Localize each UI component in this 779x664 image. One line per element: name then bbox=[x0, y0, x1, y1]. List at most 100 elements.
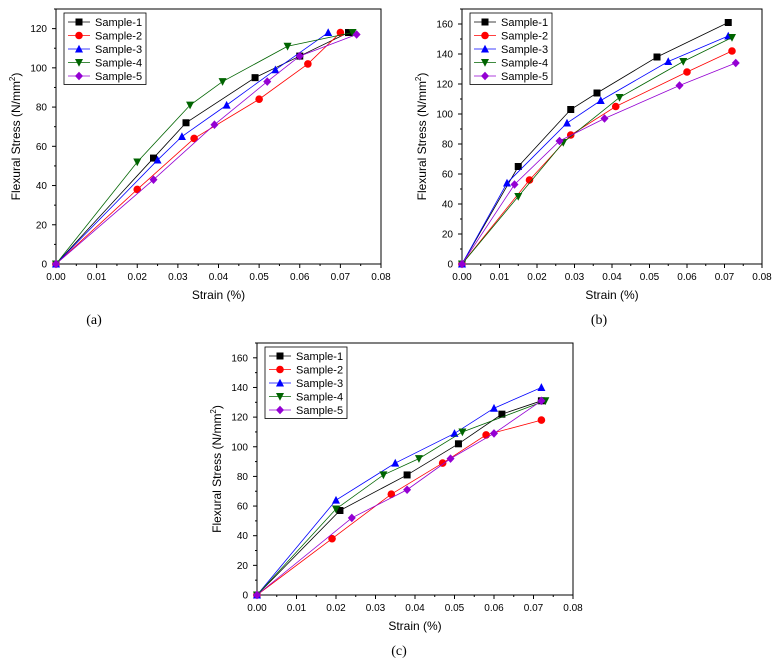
legend-item: Sample-3 bbox=[474, 44, 548, 56]
x-tick-label: 0.04 bbox=[405, 603, 425, 614]
x-tick-label: 0.08 bbox=[563, 603, 583, 614]
x-tick-label: 0.07 bbox=[331, 272, 351, 283]
legend-label: Sample-2 bbox=[95, 31, 142, 43]
data-point bbox=[615, 94, 624, 102]
data-point bbox=[510, 180, 519, 189]
data-point bbox=[555, 136, 564, 146]
chart-a: 0.00 0.01 0.02 0.03 0.04 0.05 0.06 0.07 0.08 0 20 4… bbox=[8, 8, 391, 328]
series-sample-4 bbox=[52, 29, 357, 269]
legend-marker bbox=[481, 71, 489, 81]
y-tick-label: 20 bbox=[36, 220, 48, 231]
series-sample-4 bbox=[253, 397, 550, 600]
data-point bbox=[347, 513, 356, 523]
data-point bbox=[387, 490, 396, 499]
y-tick-label: 60 bbox=[442, 170, 454, 181]
y-tick-label: 0 bbox=[447, 260, 453, 271]
y-tick-label: 80 bbox=[237, 472, 249, 483]
y-axis-label: Flexural Stress (N/mm2) bbox=[209, 405, 224, 533]
data-point bbox=[182, 119, 190, 127]
y-tick-label: 100 bbox=[231, 442, 248, 453]
series-line bbox=[461, 37, 733, 265]
legend-item: Sample-2 bbox=[68, 31, 142, 43]
data-point bbox=[263, 77, 272, 86]
data-point bbox=[563, 118, 571, 127]
data-point bbox=[150, 154, 157, 162]
series-line bbox=[256, 400, 542, 596]
panel-caption: (b) bbox=[591, 313, 608, 328]
legend-marker bbox=[276, 378, 284, 387]
legend-marker bbox=[75, 44, 83, 53]
y-tick-label: 160 bbox=[436, 20, 453, 31]
data-point bbox=[446, 454, 455, 463]
legend-marker bbox=[75, 59, 83, 67]
label-rest: ) bbox=[210, 405, 224, 409]
legend-marker bbox=[481, 59, 489, 67]
data-point bbox=[403, 471, 411, 479]
y-axis-label: Flexural Stress (N/mm2) bbox=[414, 73, 429, 201]
data-point bbox=[611, 102, 620, 111]
x-tick-label: 0.03 bbox=[168, 272, 188, 283]
x-tick-label: 0.07 bbox=[524, 603, 544, 614]
data-point bbox=[514, 163, 522, 170]
data-point bbox=[537, 396, 546, 406]
legend-item: Sample-4 bbox=[269, 392, 343, 404]
x-tick-label: 0.02 bbox=[128, 272, 148, 283]
x-tick-label: 0.00 bbox=[247, 603, 267, 614]
legend-item: Sample-5 bbox=[269, 405, 343, 417]
data-point bbox=[498, 410, 506, 418]
legend-item: Sample-1 bbox=[269, 351, 343, 363]
legend-item: Sample-3 bbox=[269, 378, 343, 390]
legend-label: Sample-5 bbox=[501, 71, 548, 83]
data-point bbox=[295, 51, 304, 61]
series-line bbox=[55, 34, 357, 265]
data-point bbox=[454, 440, 462, 448]
legend-marker bbox=[481, 31, 489, 40]
legend-item: Sample-5 bbox=[68, 71, 142, 83]
data-point bbox=[348, 29, 357, 37]
y-tick-label: 140 bbox=[231, 383, 248, 394]
data-point bbox=[255, 95, 263, 104]
series-sample-1 bbox=[253, 397, 545, 599]
data-point bbox=[218, 78, 227, 86]
series-line bbox=[256, 400, 542, 596]
data-point bbox=[304, 60, 312, 68]
data-point bbox=[593, 89, 601, 97]
series-line bbox=[256, 419, 542, 596]
data-point bbox=[328, 534, 336, 543]
data-point bbox=[490, 403, 498, 412]
series-sample-2 bbox=[253, 416, 546, 599]
legend-label: Sample-5 bbox=[296, 405, 343, 417]
y-tick-label: 0 bbox=[41, 260, 47, 271]
legend-item: Sample-1 bbox=[68, 17, 142, 29]
data-point bbox=[664, 57, 673, 65]
y-tick-label: 20 bbox=[442, 230, 454, 241]
data-point bbox=[332, 495, 340, 504]
data-point bbox=[52, 259, 60, 269]
legend-marker bbox=[276, 365, 284, 374]
y-tick-label: 0 bbox=[242, 591, 248, 602]
data-point bbox=[133, 158, 142, 167]
data-point bbox=[271, 65, 280, 74]
y-tick-label: 100 bbox=[30, 63, 47, 74]
legend-label: Sample-2 bbox=[296, 365, 343, 377]
series-sample-5 bbox=[458, 58, 740, 269]
legend-label: Sample-4 bbox=[95, 58, 142, 70]
data-point bbox=[537, 383, 546, 391]
x-tick-label: 0.04 bbox=[602, 272, 622, 283]
legend-marker bbox=[276, 352, 284, 360]
data-point bbox=[724, 19, 732, 26]
data-point bbox=[675, 81, 684, 90]
x-tick-label: 0.05 bbox=[640, 272, 660, 283]
data-point bbox=[458, 428, 467, 437]
superscript: 2 bbox=[209, 409, 218, 414]
legend-label: Sample-1 bbox=[296, 351, 343, 363]
series-line bbox=[256, 400, 546, 596]
x-tick-label: 0.01 bbox=[87, 272, 107, 283]
y-tick-label: 140 bbox=[436, 50, 453, 61]
x-tick-label: 0.05 bbox=[445, 603, 465, 614]
legend-label: Sample-3 bbox=[296, 378, 343, 390]
y-tick-label: 60 bbox=[36, 142, 48, 153]
superscript: 2 bbox=[8, 76, 17, 81]
data-point bbox=[283, 42, 292, 51]
